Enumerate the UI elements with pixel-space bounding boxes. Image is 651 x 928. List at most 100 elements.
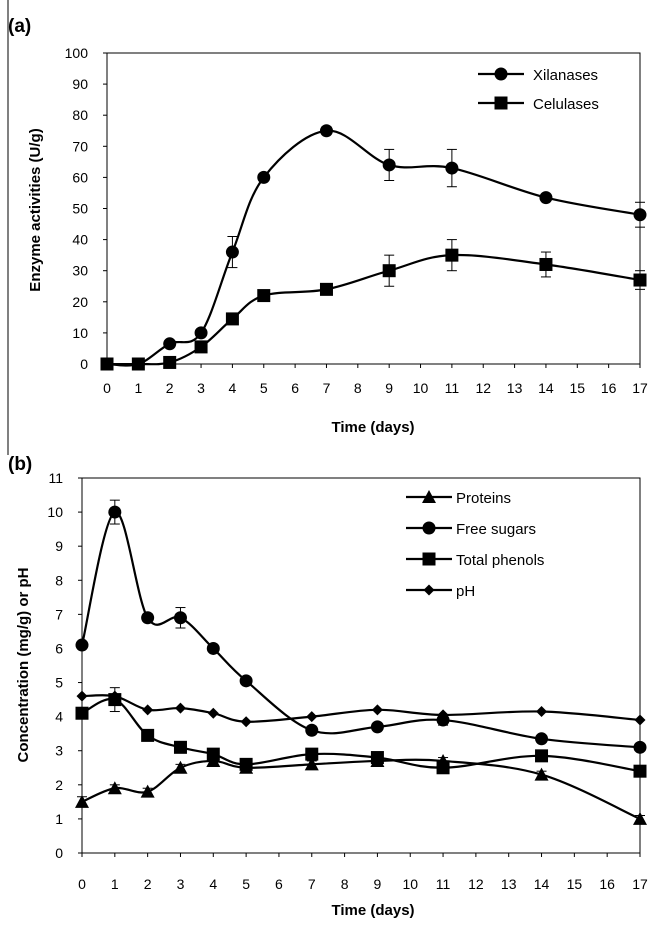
panel-a-x-tick-label: 2 (166, 380, 174, 396)
data-point-ph (306, 711, 318, 723)
panel-b-x-tick-label: 1 (111, 876, 119, 892)
legend-label-proteins: Proteins (456, 490, 511, 507)
data-point-proteins (75, 794, 89, 808)
data-point-free-sugars (206, 641, 220, 655)
data-point-proteins (173, 760, 188, 774)
panel-a-y-axis-title: Enzyme activities (U/g) (27, 128, 44, 291)
panel-b-x-tick-label: 3 (177, 876, 185, 892)
legend-marker-proteins (422, 490, 436, 503)
data-point-ph (174, 702, 186, 714)
legend-marker-celulases (494, 96, 508, 110)
data-point-ph (536, 706, 548, 718)
panel-b-x-tick-label: 13 (501, 876, 517, 892)
data-point-xilanases (445, 161, 459, 175)
panel-a-y-tick-label: 30 (72, 263, 88, 279)
panel-a-y-tick-label: 50 (72, 201, 88, 217)
data-point-proteins (140, 784, 155, 798)
panel-a-y-tick-label: 20 (72, 294, 88, 310)
data-point-total-phenols (173, 740, 187, 754)
legend-label-celulases: Celulases (533, 96, 599, 113)
panel-a-x-tick-label: 8 (354, 380, 362, 396)
data-point-celulases (131, 357, 145, 371)
panel-a-x-tick-label: 1 (134, 380, 142, 396)
panel-b-y-tick-label: 1 (55, 811, 63, 827)
data-point-ph (142, 704, 154, 716)
panel-b-plot-area (81, 477, 641, 854)
data-point-total-phenols (206, 747, 220, 761)
data-point-xilanases (382, 158, 396, 172)
data-point-celulases (100, 357, 114, 371)
panel-a-x-tick-label: 3 (197, 380, 205, 396)
legend-label-total-phenols: Total phenols (456, 552, 544, 569)
data-point-ph (109, 690, 121, 702)
data-point-free-sugars (239, 674, 253, 688)
panel-b-x-tick-label: 7 (308, 876, 316, 892)
panel-a: (a) Time (days) Enzyme activities (U/g) … (8, 16, 648, 436)
data-point-celulases (539, 257, 553, 271)
data-point-proteins (304, 757, 319, 771)
panel-a-x-tick-label: 9 (385, 380, 393, 396)
data-point-free-sugars (535, 732, 549, 746)
panel-b: (b) Time (days) Concentration (mg/g) or … (8, 454, 648, 919)
panel-a-y-tick-label: 70 (72, 138, 88, 154)
panel-a-x-tick-label: 7 (323, 380, 331, 396)
panel-b-x-tick-label: 10 (402, 876, 418, 892)
panel-a-x-tick-label: 11 (445, 380, 460, 396)
legend-marker-xilanases (494, 67, 508, 81)
data-point-celulases (225, 312, 239, 326)
panel-b-y-axis-title: Concentration (mg/g) or pH (15, 568, 32, 763)
series-line-celulases (106, 253, 641, 366)
data-point-free-sugars (370, 720, 384, 734)
data-point-xilanases (633, 208, 647, 222)
data-point-celulases (382, 264, 396, 278)
data-point-proteins (107, 781, 122, 795)
data-point-celulases (319, 282, 333, 296)
data-point-xilanases (163, 337, 177, 351)
data-point-total-phenols (239, 757, 253, 771)
data-point-celulases (633, 273, 647, 287)
panel-a-x-axis-title: Time (days) (331, 419, 414, 436)
data-point-xilanases (225, 245, 239, 259)
panel-a-x-tick-label: 17 (632, 380, 648, 396)
data-point-ph (634, 714, 646, 726)
panel-b-x-tick-label: 4 (209, 876, 217, 892)
legend-label-ph: pH (456, 583, 475, 600)
data-point-free-sugars (141, 611, 155, 625)
panel-b-x-tick-label: 0 (78, 876, 86, 892)
panel-b-y-tick-label: 4 (55, 709, 63, 725)
panel-b-x-tick-label: 14 (534, 876, 550, 892)
data-point-xilanases (539, 191, 553, 205)
data-point-total-phenols (75, 706, 89, 720)
data-point-xilanases (319, 124, 333, 138)
data-point-total-phenols (633, 764, 647, 778)
panel-b-x-tick-label: 9 (374, 876, 382, 892)
data-point-celulases (257, 289, 271, 303)
panel-b-x-axis-title: Time (days) (331, 902, 414, 919)
panel-b-x-tick-label: 2 (144, 876, 152, 892)
data-point-ph (76, 690, 88, 702)
panel-b-x-tick-label: 8 (341, 876, 349, 892)
series-line-proteins (81, 758, 641, 820)
data-point-proteins (633, 811, 647, 825)
legend-marker-total-phenols (422, 552, 436, 566)
data-point-free-sugars (173, 611, 187, 625)
panel-a-x-tick-label: 14 (538, 380, 554, 396)
panel-b-y-tick-label: 2 (55, 777, 63, 793)
data-point-total-phenols (535, 749, 549, 763)
data-point-ph (437, 709, 449, 721)
panel-b-y-tick-label: 6 (55, 640, 63, 656)
data-point-xilanases (257, 170, 271, 184)
panel-a-x-tick-label: 6 (291, 380, 299, 396)
data-point-free-sugars (633, 740, 647, 754)
data-point-celulases (163, 355, 177, 369)
panel-b-x-tick-label: 16 (599, 876, 615, 892)
panel-a-y-tick-label: 90 (72, 76, 88, 92)
panel-a-x-tick-label: 13 (507, 380, 523, 396)
series-line-ph (81, 694, 641, 723)
panel-a-x-tick-label: 5 (260, 380, 268, 396)
panel-b-label: (b) (8, 454, 32, 475)
data-point-ph (207, 707, 219, 719)
data-point-free-sugars (75, 638, 89, 652)
